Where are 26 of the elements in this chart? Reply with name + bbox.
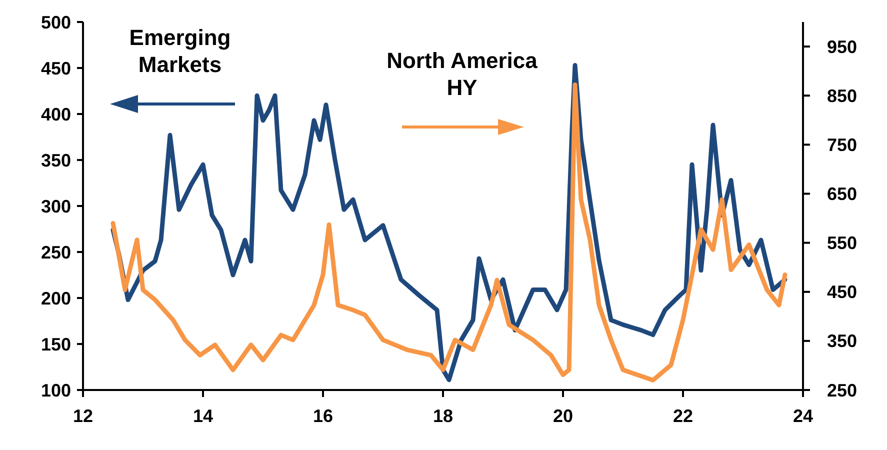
y2-tick-label: 450 — [827, 282, 858, 302]
x-tick-label: 22 — [672, 406, 694, 426]
x-tick-label: 16 — [312, 406, 334, 426]
y-tick-label: 450 — [40, 58, 71, 78]
y-tick-label: 300 — [40, 196, 71, 216]
x-tick-label: 24 — [792, 406, 814, 426]
y2-tick-label: 750 — [827, 134, 858, 155]
x-tick-label: 20 — [552, 406, 574, 426]
y-tick-label: 150 — [40, 334, 71, 354]
x-tick-label: 12 — [72, 406, 94, 426]
y-tick-label: 200 — [40, 288, 71, 308]
x-tick-label: 18 — [432, 406, 454, 426]
y2-tick-label: 850 — [827, 86, 858, 106]
y-tick-label: 350 — [40, 150, 71, 170]
y2-tick-label: 250 — [827, 380, 858, 400]
series-label: North America HY — [386, 48, 538, 100]
y2-tick-label: 950 — [827, 36, 858, 57]
y2-tick-label: 550 — [827, 233, 858, 254]
x-tick-label: 14 — [192, 406, 214, 426]
y-tick-label: 400 — [40, 104, 71, 124]
y-tick-label: 250 — [40, 242, 71, 262]
y2-tick-label: 350 — [827, 331, 858, 352]
y2-tick-label: 650 — [827, 184, 858, 204]
series-label: Emerging Markets — [129, 25, 231, 77]
y-tick-label: 500 — [40, 12, 71, 32]
y-tick-label: 100 — [40, 380, 71, 400]
